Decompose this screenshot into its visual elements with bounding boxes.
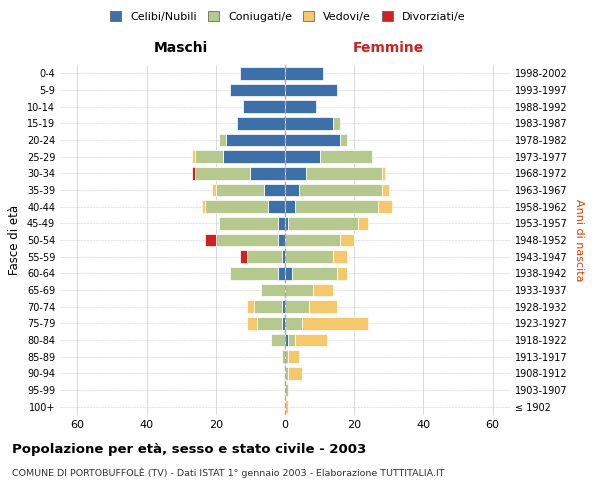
Bar [281, 250, 285, 263]
Bar [289, 334, 295, 346]
Bar [281, 300, 285, 313]
Bar [340, 234, 354, 246]
Bar [226, 134, 285, 146]
Bar [295, 200, 379, 213]
Bar [247, 300, 254, 313]
Bar [219, 217, 278, 230]
Bar [306, 167, 382, 179]
Bar [285, 234, 340, 246]
Bar [285, 400, 289, 413]
Bar [285, 284, 313, 296]
Bar [281, 317, 285, 330]
Y-axis label: Fasce di età: Fasce di età [8, 205, 21, 275]
Bar [285, 184, 299, 196]
Bar [285, 134, 340, 146]
Bar [230, 84, 285, 96]
Bar [216, 184, 264, 196]
Bar [382, 184, 389, 196]
Bar [337, 267, 347, 280]
Bar [285, 367, 289, 380]
Bar [285, 300, 309, 313]
Bar [285, 267, 292, 280]
Bar [230, 267, 278, 280]
Bar [358, 217, 368, 230]
Bar [299, 184, 382, 196]
Bar [285, 167, 306, 179]
Bar [289, 217, 358, 230]
Bar [285, 350, 289, 363]
Bar [285, 117, 334, 130]
Bar [250, 167, 285, 179]
Bar [285, 317, 302, 330]
Bar [247, 317, 257, 330]
Bar [289, 350, 299, 363]
Bar [285, 217, 289, 230]
Bar [223, 150, 285, 163]
Bar [240, 250, 247, 263]
Bar [281, 350, 285, 363]
Bar [240, 67, 285, 80]
Bar [264, 184, 285, 196]
Bar [313, 284, 334, 296]
Bar [285, 250, 334, 263]
Bar [195, 167, 250, 179]
Bar [278, 217, 285, 230]
Bar [285, 100, 316, 113]
Bar [261, 284, 285, 296]
Text: COMUNE DI PORTOBUFFOLÈ (TV) - Dati ISTAT 1° gennaio 2003 - Elaborazione TUTTITAL: COMUNE DI PORTOBUFFOLÈ (TV) - Dati ISTAT… [12, 468, 445, 478]
Bar [285, 384, 289, 396]
Bar [285, 200, 295, 213]
Bar [205, 200, 268, 213]
Bar [285, 150, 320, 163]
Bar [334, 250, 347, 263]
Bar [295, 334, 326, 346]
Bar [202, 200, 205, 213]
Bar [244, 100, 285, 113]
Bar [247, 250, 281, 263]
Bar [309, 300, 337, 313]
Y-axis label: Anni di nascita: Anni di nascita [574, 198, 584, 281]
Bar [236, 117, 285, 130]
Bar [320, 150, 371, 163]
Text: Femmine: Femmine [353, 41, 424, 55]
Bar [212, 184, 216, 196]
Bar [379, 200, 392, 213]
Bar [191, 167, 195, 179]
Bar [216, 234, 278, 246]
Bar [205, 234, 216, 246]
Bar [289, 367, 302, 380]
Bar [340, 134, 347, 146]
Bar [278, 234, 285, 246]
Bar [334, 117, 340, 130]
Bar [219, 134, 226, 146]
Bar [191, 150, 195, 163]
Text: Popolazione per età, sesso e stato civile - 2003: Popolazione per età, sesso e stato civil… [12, 442, 366, 456]
Text: Maschi: Maschi [154, 41, 208, 55]
Bar [285, 84, 337, 96]
Bar [382, 167, 385, 179]
Bar [285, 334, 289, 346]
Bar [302, 317, 368, 330]
Legend: Celibi/Nubili, Coniugati/e, Vedovi/e, Divorziati/e: Celibi/Nubili, Coniugati/e, Vedovi/e, Di… [107, 8, 469, 25]
Bar [292, 267, 337, 280]
Bar [268, 200, 285, 213]
Bar [285, 67, 323, 80]
Bar [257, 317, 281, 330]
Bar [278, 267, 285, 280]
Bar [271, 334, 285, 346]
Bar [254, 300, 281, 313]
Bar [195, 150, 223, 163]
